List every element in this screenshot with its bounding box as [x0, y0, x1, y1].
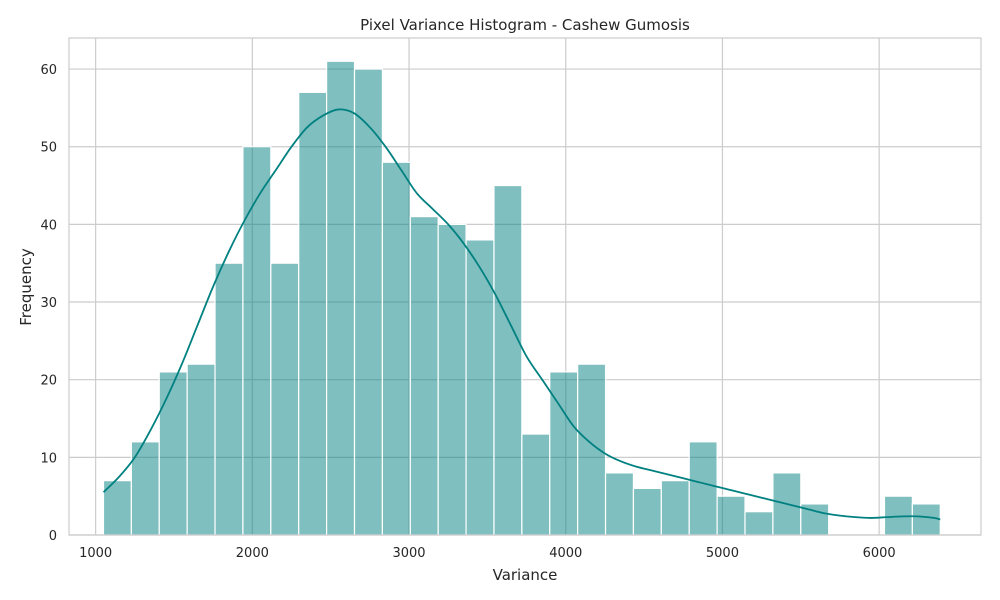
tick-layer: 1000 2000 3000 4000 5000 6000 0 10 20 30 40 50 60	[40, 63, 895, 561]
histogram-bar	[688, 441, 718, 536]
histogram-bar	[493, 184, 523, 536]
y-tick-label: 30	[40, 296, 57, 311]
x-tick-label: 1000	[79, 546, 112, 561]
plot-frame	[68, 37, 982, 536]
x-tick-label: 3000	[392, 546, 425, 561]
kde-line	[102, 108, 941, 521]
histogram-bar	[604, 472, 635, 536]
histogram-bar	[214, 262, 244, 536]
y-tick-label: 20	[40, 374, 57, 389]
bar-layer	[102, 60, 941, 536]
y-tick-label: 40	[40, 218, 57, 233]
kde-layer	[102, 108, 941, 521]
histogram-bar	[242, 146, 272, 536]
histogram-bar	[772, 472, 802, 536]
histogram-bar	[158, 371, 188, 536]
y-axis-label: Frequency	[17, 248, 35, 326]
y-tick-label: 10	[40, 451, 57, 466]
histogram-bar	[632, 487, 662, 536]
histogram-bar	[521, 433, 551, 536]
histogram-bar	[911, 503, 941, 536]
histogram-bar	[660, 480, 690, 536]
histogram-bar	[465, 239, 495, 536]
histogram-bar	[186, 363, 216, 536]
y-tick-label: 0	[49, 529, 57, 544]
histogram-bar	[270, 262, 300, 536]
histogram-bar	[326, 60, 356, 536]
grid-layer	[69, 38, 981, 536]
histogram-bar	[409, 216, 439, 536]
x-axis-label: Variance	[493, 566, 558, 584]
chart-title: Pixel Variance Histogram - Cashew Gumosi…	[360, 16, 690, 34]
x-tick-label: 5000	[706, 546, 739, 561]
histogram-bar	[353, 68, 384, 536]
y-tick-label: 60	[40, 63, 57, 78]
histogram-bar	[883, 495, 913, 536]
x-tick-label: 4000	[549, 546, 582, 561]
y-tick-label: 50	[40, 141, 57, 156]
histogram-bar	[437, 223, 467, 536]
histogram-bar	[381, 161, 411, 536]
histogram-bar	[577, 363, 607, 536]
x-tick-label: 2000	[236, 546, 269, 561]
histogram-bar	[716, 495, 746, 536]
histogram-bar	[744, 511, 774, 536]
histogram-bar	[298, 91, 328, 536]
x-tick-label: 6000	[863, 546, 896, 561]
